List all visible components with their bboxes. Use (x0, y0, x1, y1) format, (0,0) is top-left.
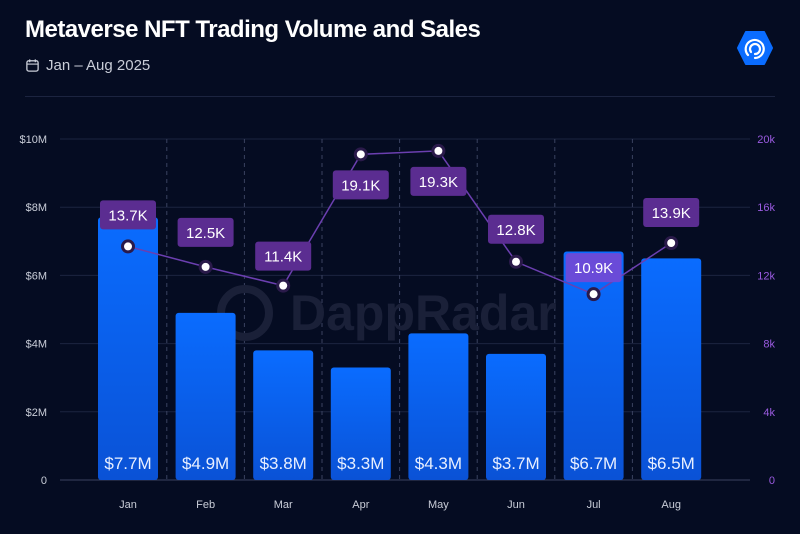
x-tick-label: Aug (661, 499, 681, 511)
bar-value-label: $3.7M (492, 454, 539, 473)
right-tick-label: 4k (763, 407, 775, 419)
sales-line (127, 150, 672, 296)
right-tick-label: 20k (757, 134, 775, 146)
left-tick-label: $8M (26, 202, 47, 214)
bar-may (408, 333, 469, 480)
x-tick-label: Jun (507, 499, 525, 511)
bar-value-label: $6.7M (570, 454, 617, 473)
bar-jun (486, 353, 546, 480)
sales-value-label: 12.8K (496, 222, 535, 239)
bar-mar (253, 350, 314, 480)
sales-point (434, 146, 443, 155)
bar-value-label: $7.7M (104, 454, 151, 473)
x-tick-label: Apr (352, 499, 369, 511)
sales-label-box (332, 170, 389, 200)
sales-label-box (100, 200, 156, 230)
sales-value-label: 11.4K (264, 249, 302, 266)
right-tick-label: 12k (757, 270, 775, 282)
bar-value-label: $4.3M (415, 454, 462, 473)
right-tick-label: 16k (757, 202, 775, 214)
left-tick-label: $2M (26, 407, 47, 419)
chart-title: Metaverse NFT Trading Volume and Sales (25, 16, 481, 43)
bar-value-label: $4.9M (182, 454, 229, 473)
date-range: Jan – Aug 2025 (25, 57, 150, 74)
bar-jul (563, 251, 624, 480)
bar-jan (98, 217, 158, 480)
sales-value-label: 10.9K (574, 260, 613, 277)
left-tick-label: $10M (19, 134, 47, 146)
sales-label-box (410, 166, 467, 196)
date-range-text: Jan – Aug 2025 (46, 57, 151, 74)
watermark: DappRadar (290, 285, 557, 341)
bar-value-label: $6.5M (648, 454, 695, 473)
sales-point (512, 257, 520, 266)
sales-label-box (565, 253, 622, 283)
sales-label-box (643, 198, 700, 228)
bar-value-label: $3.3M (337, 454, 384, 473)
sales-point (279, 281, 288, 290)
sales-value-label: 19.3K (419, 174, 458, 191)
sales-point (201, 262, 210, 271)
right-tick-label: 0 (769, 475, 775, 487)
sales-point (356, 150, 365, 159)
left-tick-label: $6M (26, 270, 47, 282)
sales-value-label: 13.9K (652, 205, 691, 222)
sales-label-box (177, 217, 234, 247)
x-tick-label: Jan (119, 499, 137, 511)
bar-apr (330, 367, 391, 480)
sales-label-box (488, 214, 544, 244)
dappradar-logo-icon (737, 31, 773, 65)
x-tick-label: Feb (196, 499, 215, 511)
bar-value-label: $3.8M (260, 454, 307, 473)
sales-point (667, 239, 676, 248)
left-tick-label: 0 (41, 475, 47, 487)
left-tick-label: $4M (26, 339, 47, 351)
x-tick-label: May (428, 499, 449, 511)
sales-value-label: 12.5K (186, 225, 225, 242)
x-tick-label: Mar (274, 499, 293, 511)
sales-point (124, 242, 132, 251)
sales-value-label: 19.1K (341, 177, 380, 194)
bar-aug (641, 258, 702, 480)
sales-point (589, 290, 598, 299)
calendar-icon (26, 59, 39, 72)
sales-value-label: 13.7K (108, 207, 147, 224)
bar-feb (175, 312, 236, 480)
sales-label-box (255, 241, 312, 271)
right-tick-label: 8k (763, 339, 775, 351)
x-tick-label: Jul (587, 499, 601, 511)
header-divider (25, 96, 775, 97)
